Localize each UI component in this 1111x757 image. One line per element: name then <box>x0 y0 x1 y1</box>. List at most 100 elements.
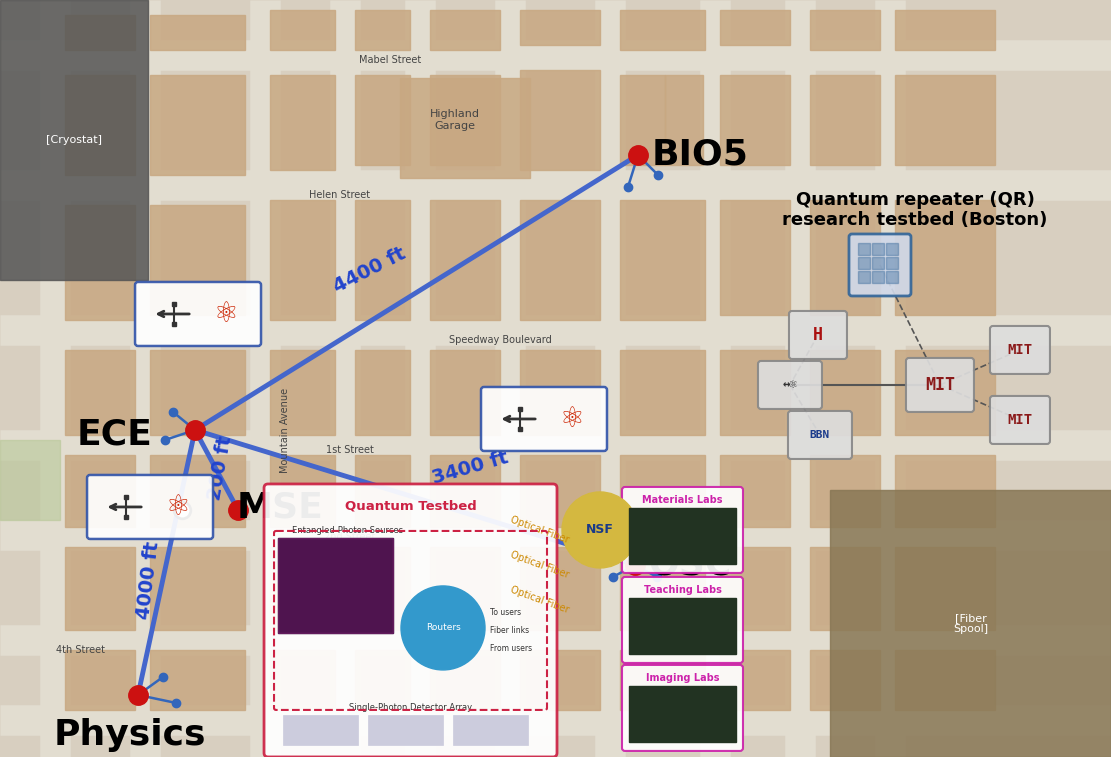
Text: 200 ft: 200 ft <box>206 435 236 502</box>
Bar <box>0 0 148 280</box>
Bar <box>66 455 136 527</box>
Bar <box>810 10 880 50</box>
Text: Routers: Routers <box>426 624 460 632</box>
Text: H: H <box>813 326 823 344</box>
Bar <box>830 490 1111 757</box>
Text: Optical Fiber: Optical Fiber <box>509 515 571 545</box>
Text: Fiber links: Fiber links <box>490 627 529 635</box>
Text: Speedway Boulevard: Speedway Boulevard <box>449 335 551 345</box>
Text: 4000 ft: 4000 ft <box>133 540 162 620</box>
Bar <box>810 200 880 315</box>
FancyBboxPatch shape <box>849 234 911 296</box>
Bar <box>150 205 246 315</box>
Bar <box>895 10 995 50</box>
Bar <box>810 650 880 710</box>
Bar <box>520 455 600 527</box>
Text: ECE: ECE <box>77 418 153 452</box>
Bar <box>872 257 884 269</box>
Bar <box>453 715 528 745</box>
FancyBboxPatch shape <box>264 484 557 757</box>
FancyBboxPatch shape <box>788 411 852 459</box>
Text: [Cryostat]: [Cryostat] <box>46 135 102 145</box>
Text: MIT: MIT <box>925 376 955 394</box>
Text: Quantum Testbed: Quantum Testbed <box>344 500 477 512</box>
Bar <box>150 547 246 630</box>
Bar <box>720 10 790 45</box>
Text: Single-Photon Detector Array: Single-Photon Detector Array <box>349 703 472 712</box>
FancyBboxPatch shape <box>758 361 822 409</box>
Bar <box>520 350 600 435</box>
Text: ⚛: ⚛ <box>559 405 584 433</box>
Text: Optical Fiber: Optical Fiber <box>509 584 571 615</box>
Text: Helen Street: Helen Street <box>310 190 371 200</box>
Circle shape <box>562 492 638 568</box>
Text: From users: From users <box>490 644 532 653</box>
Bar <box>356 547 410 630</box>
Bar <box>895 200 995 315</box>
Text: MSE: MSE <box>237 491 323 525</box>
Bar <box>810 455 880 527</box>
Bar <box>270 10 336 50</box>
Bar <box>270 455 336 527</box>
Text: 4400 ft: 4400 ft <box>331 244 409 296</box>
Bar <box>150 350 246 435</box>
Bar <box>430 455 500 527</box>
Bar <box>66 350 136 435</box>
Bar <box>150 455 246 527</box>
FancyBboxPatch shape <box>481 387 607 451</box>
Bar <box>620 350 705 435</box>
Text: NSF: NSF <box>587 523 614 537</box>
Bar <box>66 547 136 630</box>
Bar <box>150 15 246 50</box>
Text: 4th Street: 4th Street <box>56 645 104 655</box>
Bar <box>629 598 735 654</box>
Bar <box>278 538 393 633</box>
Bar <box>810 75 880 165</box>
Bar <box>430 350 500 435</box>
Bar <box>720 350 790 435</box>
Bar <box>270 75 336 170</box>
Text: Mabel Street: Mabel Street <box>359 55 421 65</box>
FancyBboxPatch shape <box>87 475 213 539</box>
Bar <box>885 271 898 283</box>
Bar <box>278 538 393 633</box>
Text: Optical Fiber: Optical Fiber <box>509 550 571 580</box>
Bar <box>885 257 898 269</box>
FancyBboxPatch shape <box>622 665 743 751</box>
FancyBboxPatch shape <box>789 311 847 359</box>
Bar <box>629 686 735 742</box>
Bar <box>620 455 705 527</box>
FancyBboxPatch shape <box>990 326 1050 374</box>
Text: BBN: BBN <box>810 430 830 440</box>
Text: MIT: MIT <box>1008 413 1032 427</box>
Bar <box>872 271 884 283</box>
Bar <box>629 508 735 564</box>
Bar <box>885 243 898 255</box>
Bar <box>720 200 790 315</box>
Text: Materials Labs: Materials Labs <box>642 495 723 505</box>
Bar <box>665 75 703 165</box>
Bar <box>858 257 870 269</box>
Bar <box>810 350 880 435</box>
Text: 2nd Street: 2nd Street <box>324 532 376 542</box>
Bar <box>520 70 600 170</box>
Text: Entangled-Photon Sources: Entangled-Photon Sources <box>292 526 403 535</box>
Bar <box>270 650 336 710</box>
Bar <box>270 200 336 320</box>
Bar <box>520 650 600 710</box>
Text: [Fiber
Spool]: [Fiber Spool] <box>953 612 988 634</box>
Bar <box>430 547 500 630</box>
Bar <box>400 78 530 178</box>
Bar <box>356 200 410 320</box>
Bar <box>895 455 995 527</box>
Bar <box>895 547 995 630</box>
Text: ↔⚛: ↔⚛ <box>782 378 798 391</box>
Bar <box>810 547 880 630</box>
Text: ⚛: ⚛ <box>213 300 238 328</box>
Text: MIT: MIT <box>1008 343 1032 357</box>
Bar <box>356 650 410 710</box>
Bar <box>430 200 500 320</box>
Bar <box>150 650 246 710</box>
Bar <box>895 75 995 165</box>
Bar <box>720 75 790 165</box>
